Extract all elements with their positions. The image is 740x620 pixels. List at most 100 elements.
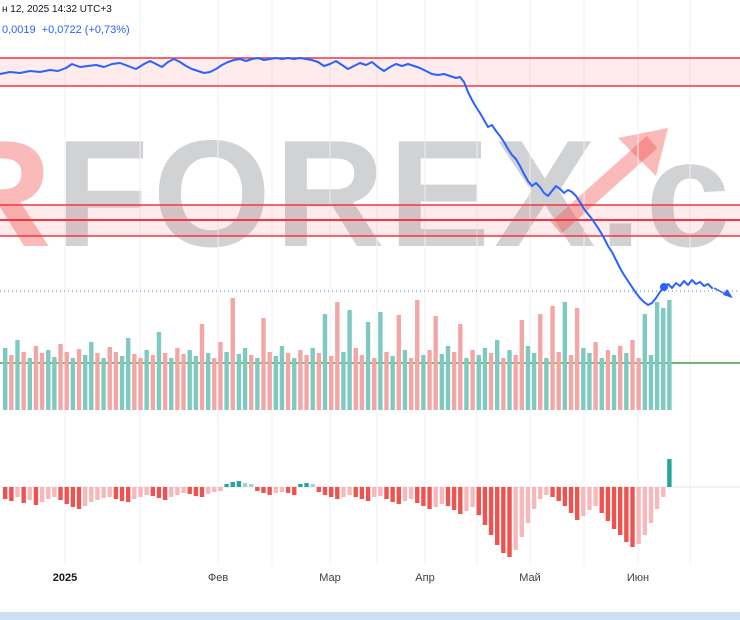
oscillator-bar (27, 487, 32, 500)
volume-bar (538, 314, 543, 410)
oscillator-bar (458, 487, 463, 514)
volume-bar (9, 355, 14, 410)
volume-bar (218, 342, 223, 410)
volume-bar (378, 312, 383, 410)
volume-bar (525, 346, 531, 410)
watermark-suffix: .c (599, 109, 735, 279)
oscillator-bar (630, 487, 635, 547)
volume-bar (298, 350, 303, 410)
volume-bar (15, 340, 20, 410)
volume-bar (126, 338, 131, 410)
oscillator-bar (132, 487, 137, 499)
volume-bar (304, 355, 309, 410)
volume-bar (618, 346, 623, 410)
oscillator-bar (488, 487, 494, 535)
volume-bar (76, 349, 82, 410)
oscillator-bar (445, 487, 451, 506)
oscillator-bar (568, 487, 574, 513)
volume-bar (101, 358, 106, 410)
oscillator-bar (95, 487, 100, 500)
oscillator-bar (267, 487, 272, 495)
volume-bar (482, 348, 488, 410)
last-update-timestamp: н 12, 2025 14:32 UTC+3 (2, 4, 112, 15)
volume-bar (396, 315, 401, 410)
x-axis-label: Апр (415, 572, 435, 584)
volume-bar (33, 346, 39, 410)
oscillator-bar (427, 487, 432, 509)
oscillator-bar (636, 487, 641, 544)
price-line (0, 57, 713, 306)
oscillator-bar (101, 487, 106, 498)
volume-bar (162, 353, 168, 410)
oscillator-bar (605, 487, 611, 521)
oscillator-bar (513, 487, 518, 550)
oscillator-bar (218, 487, 223, 491)
volume-bar (21, 352, 26, 410)
volume-bar (107, 347, 112, 410)
oscillator-bar (550, 487, 555, 497)
volume-bar (292, 358, 297, 410)
oscillator-bar (359, 487, 365, 499)
volume-bar (642, 314, 647, 410)
oscillator-bar (408, 487, 414, 499)
volume-bar (199, 324, 205, 410)
volume-bar (402, 350, 408, 410)
volume-bar (187, 350, 192, 410)
oscillator-bar (82, 487, 88, 506)
oscillator-bar (230, 482, 235, 487)
volume-bar (372, 358, 377, 410)
price-marker-dot (660, 283, 668, 291)
oscillator-bar (378, 487, 383, 496)
oscillator-bar (144, 487, 149, 495)
volume-bar (89, 342, 94, 410)
oscillator-bar (169, 487, 174, 497)
oscillator-bar (298, 484, 303, 487)
oscillator-bar (642, 487, 647, 535)
volume-bar (630, 340, 635, 410)
oscillator-bar (464, 487, 469, 511)
oscillator-bar (46, 487, 51, 499)
volume-bar (230, 298, 235, 410)
oscillator-bar (519, 487, 524, 537)
volume-bar (587, 353, 592, 410)
volume-bar (568, 355, 574, 410)
bottom-scroll-strip[interactable] (0, 612, 740, 620)
volume-bar (353, 348, 358, 410)
volume-bar (119, 356, 125, 410)
oscillator-bar (3, 487, 8, 499)
volume-bar (513, 355, 518, 410)
volume-bar (205, 353, 211, 410)
oscillator-bar (581, 487, 586, 516)
volume-bar (328, 356, 334, 410)
oscillator-bar (328, 487, 334, 497)
oscillator-bar (175, 487, 180, 495)
volume-bar (310, 348, 315, 410)
volume-bar (599, 358, 604, 410)
volume-bar (273, 356, 278, 410)
oscillator-bar (618, 487, 623, 535)
oscillator-bar (279, 487, 285, 492)
volume-bar (648, 355, 654, 410)
volume-bar (427, 350, 432, 410)
oscillator-bar (119, 487, 125, 501)
oscillator-bar (593, 487, 598, 506)
oscillator-bar (242, 483, 248, 487)
volume-bar (574, 308, 580, 410)
oscillator-bar (402, 487, 408, 501)
volume-bar (519, 320, 524, 410)
oscillator-bar (482, 487, 488, 525)
oscillator-bar (624, 487, 629, 542)
volume-bar (445, 346, 451, 410)
oscillator-bar (15, 487, 20, 497)
oscillator-bar (353, 487, 358, 497)
oscillator-bar (70, 487, 76, 507)
oscillator-bar (52, 487, 57, 497)
volume-bar (501, 358, 506, 410)
volume-bar (285, 353, 291, 410)
volume-bar (667, 300, 672, 410)
oscillator-bar (451, 487, 457, 510)
volume-bar (495, 340, 500, 410)
